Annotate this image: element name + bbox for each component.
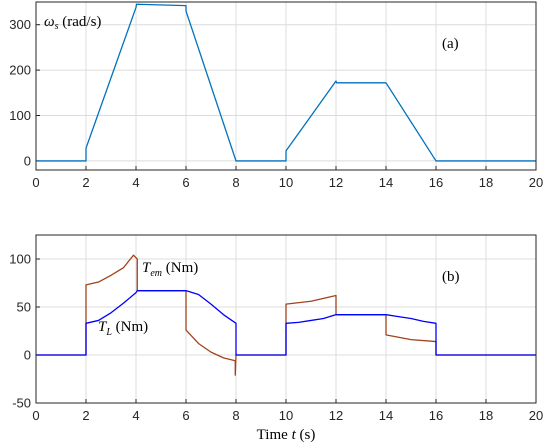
x-tick-label: 14	[379, 175, 393, 190]
x-tick-label: 14	[379, 408, 393, 423]
x-tick-label: 16	[429, 175, 443, 190]
y-tick-label: 0	[24, 153, 31, 168]
x-tick-label: 2	[82, 408, 89, 423]
x-tick-label: 12	[329, 408, 343, 423]
panel-a-label: (a)	[442, 36, 459, 52]
x-tick-label: 8	[232, 408, 239, 423]
x-tick-label: 18	[479, 408, 493, 423]
y-tick-label: 50	[17, 300, 31, 315]
x-tick-label: 6	[182, 175, 189, 190]
series-line-b-1	[36, 290, 536, 356]
y-tick-label: 100	[9, 108, 31, 123]
x-tick-label: 10	[279, 408, 293, 423]
series-label-tem: Tem (Nm)	[142, 260, 198, 279]
y-tick-label: 200	[9, 63, 31, 78]
y-tick-label: 0	[24, 348, 31, 363]
x-tick-label: 4	[132, 175, 139, 190]
y-tick-label: -50	[12, 396, 31, 411]
panel-b-label: (b)	[442, 269, 460, 285]
x-tick-label: 6	[182, 408, 189, 423]
y-tick-label: 300	[9, 17, 31, 32]
x-tick-label: 0	[32, 408, 39, 423]
panel-b-frame	[35, 234, 537, 404]
x-tick-label: 10	[279, 175, 293, 190]
x-tick-label: 0	[32, 175, 39, 190]
panel-b-series	[36, 254, 536, 376]
series-line-b-0	[36, 254, 536, 376]
panel-a-series	[36, 3, 536, 162]
x-tick-label: 4	[132, 408, 139, 423]
y-tick-label: 100	[9, 252, 31, 267]
series-label-tl: TL (Nm)	[98, 319, 148, 338]
x-tick-label: 20	[529, 408, 543, 423]
x-tick-label: 8	[232, 175, 239, 190]
x-tick-label: 2	[82, 175, 89, 190]
x-tick-label: 18	[479, 175, 493, 190]
x-tick-label: 20	[529, 175, 543, 190]
panel-a-ylabel: ωs (rad/s)	[44, 14, 101, 32]
x-tick-label: 16	[429, 408, 443, 423]
series-line-a-0	[36, 3, 536, 162]
x-tick-label: 12	[329, 175, 343, 190]
panel-a-grid	[36, 2, 536, 170]
panel-b-xlabel: Time t (s)	[257, 427, 316, 443]
panel-a-frame	[35, 1, 537, 171]
